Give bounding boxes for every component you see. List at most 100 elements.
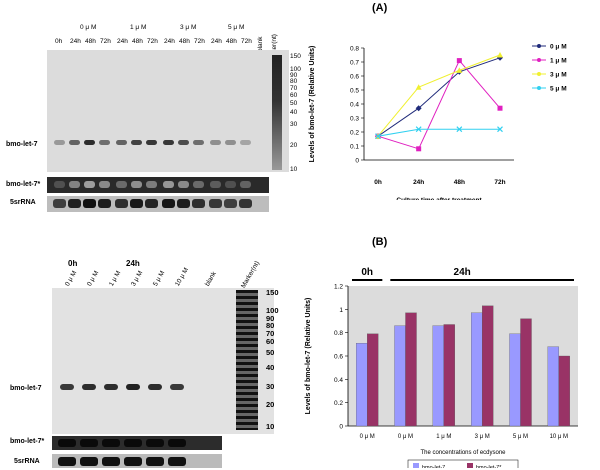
blot-a-conc-5uM: 5 μ M [228, 24, 245, 31]
blot-a-5srRNA-band [83, 199, 96, 208]
blot-a-band [210, 140, 221, 145]
blot-b-5srRNA-band [80, 457, 98, 466]
blot-a-let7star-band [225, 181, 236, 188]
blot-a-5srRNA-band [209, 199, 222, 208]
line-chart-point [497, 126, 503, 133]
blot-a-let7star-band [116, 181, 127, 188]
blot-b-lane-label: 5 μ M [152, 269, 167, 288]
blot-b-marker-label: 50 [266, 348, 275, 357]
blot-a-let7star-band [54, 181, 65, 188]
blot-b-time-0h: 0h [68, 259, 78, 268]
bar-chart-xtick-label: 1 μ M [436, 434, 451, 440]
line-chart-point [456, 67, 463, 73]
bar-chart-xtick-label: 3 μ M [475, 434, 490, 440]
blot-b-lane-label: 10 μ M [174, 266, 191, 288]
line-chart-ytick-label: 0 [355, 158, 359, 165]
blot-b-band [60, 384, 74, 390]
bar-chart-xtick-label: 5 μ M [513, 434, 528, 440]
bar-chart-xtick-label: 0 μ M [360, 434, 375, 440]
line-chart-series-line [377, 54, 501, 137]
blot-a-marker-label: 90 [290, 72, 298, 79]
line-chart-ytick-label: 0.7 [350, 60, 359, 67]
blot-a-row-let7: bmo-let-7 [6, 141, 38, 148]
blot-b-row-5srRNA: 5srRNA [14, 458, 40, 465]
bar-chart-legend-label: bmo-let-7* [476, 465, 502, 468]
blot-b-let7star-band [168, 439, 186, 447]
line-chart-ytick-label: 0.4 [350, 102, 359, 109]
blot-a-band [225, 140, 236, 145]
line-chart-xlabel: Culture time after treatment [396, 197, 482, 200]
blot-a-lane-label: 24h [164, 38, 175, 45]
blot-a-band [240, 140, 251, 145]
blot-b-marker-label: 30 [266, 382, 275, 391]
line-chart-series-line [377, 57, 501, 137]
blot-a-marker-label: 10 [290, 166, 298, 173]
blot-a-row-5srRNA: 5srRNA [10, 199, 36, 206]
blot-a-lane-label: 0h [55, 38, 63, 45]
bar-chart-legend-box [407, 459, 519, 468]
blot-a-marker-label: 70 [290, 85, 298, 92]
line-chart-series-line [377, 59, 501, 150]
blot-b-let7star-band [80, 439, 98, 447]
blot-a-let7star-band [146, 181, 157, 188]
blot-a-marker-label: 80 [290, 78, 298, 85]
bar-chart-ylabel: Levels of bmo-let-7 (Relative Units) [305, 298, 312, 415]
blot-a-marker-label: 20 [290, 142, 298, 149]
line-chart-legend-label: 1 μ M [550, 58, 567, 65]
blot-b-marker-label: 100 [266, 306, 279, 315]
line-chart-point [497, 105, 503, 111]
blot-a-band [84, 140, 95, 145]
bar-chart-ytick-label: 0 [339, 424, 343, 431]
blot-a-5srRNA-band [177, 199, 190, 208]
bar-chart-bar [443, 324, 455, 427]
blot-a-marker-label: 40 [290, 109, 298, 116]
blot-a-marker-label: 30 [290, 121, 298, 128]
blot-a-lane-label: 72h [194, 38, 205, 45]
bar-chart-ytick-label: 1 [339, 307, 343, 314]
bar-chart-xtick-label: 10 μ M [550, 434, 568, 440]
blot-a-lane-label: 72h [241, 38, 252, 45]
blot-b-marker-label: 150 [266, 288, 279, 297]
blot-a-lane-label: 24h [211, 38, 222, 45]
blot-a-lane-label: 24h [70, 38, 81, 45]
line-chart-point [456, 58, 462, 64]
line-chart-xtick-label: 24h [413, 179, 424, 186]
blot-a-5srRNA-band [115, 199, 128, 208]
bar-chart-bar [520, 318, 532, 427]
line-chart-ytick-label: 0.1 [350, 144, 359, 151]
bar-chart-xlabel: The concentrations of ecdysone [420, 450, 506, 456]
bar-chart-plot-area [348, 286, 578, 426]
blot-a-lane-label: 72h [100, 38, 111, 45]
line-chart-legend-label: 3 μ M [550, 72, 567, 79]
blot-b-5srRNA-band [124, 457, 142, 466]
blot-b-5srRNA-band [146, 457, 164, 466]
blot-a-let7star-band [193, 181, 204, 188]
bar-chart-xtick-label: 0 μ M [398, 434, 413, 440]
panel-b-letter: (B) [372, 236, 388, 248]
blot-b-time-24h: 24h [126, 259, 140, 268]
blot-b-lane-label: 0 μ M [64, 269, 79, 288]
blot-b-marker-label: 70 [266, 329, 275, 338]
blot-a-let7star-band [240, 181, 251, 188]
blot-a-band [99, 140, 110, 145]
blot-b-5srRNA-band [168, 457, 186, 466]
bar-chart-bar [471, 312, 483, 427]
blot-a-lane-label: 72h [147, 38, 158, 45]
blot-a-5srRNA-band [130, 199, 143, 208]
blot-a-5srRNA-band [192, 199, 205, 208]
line-chart-xtick-label: 0h [374, 179, 382, 186]
blot-a-lane-label: 48h [226, 38, 237, 45]
blot-b-lane-label: Marker(nt) [240, 260, 262, 290]
bar-chart: Levels of bmo-let-7 (Relative Units) 0 0.2… [305, 267, 578, 468]
bar-chart-bar [432, 325, 444, 427]
blot-a-marker-label: 100 [290, 66, 301, 73]
blot-a-band [178, 140, 189, 145]
blot-a-main-gel [47, 50, 289, 172]
line-chart-ytick-label: 0.5 [350, 88, 359, 95]
blot-a-band [163, 140, 174, 145]
blot-a-5srRNA-band [224, 199, 237, 208]
blot-b-marker-label: 60 [266, 337, 275, 346]
blot-a-conc-1uM: 1 μ M [130, 24, 147, 31]
blot-b-marker-label: 80 [266, 321, 275, 330]
blot-a-marker-ladder [272, 55, 282, 170]
